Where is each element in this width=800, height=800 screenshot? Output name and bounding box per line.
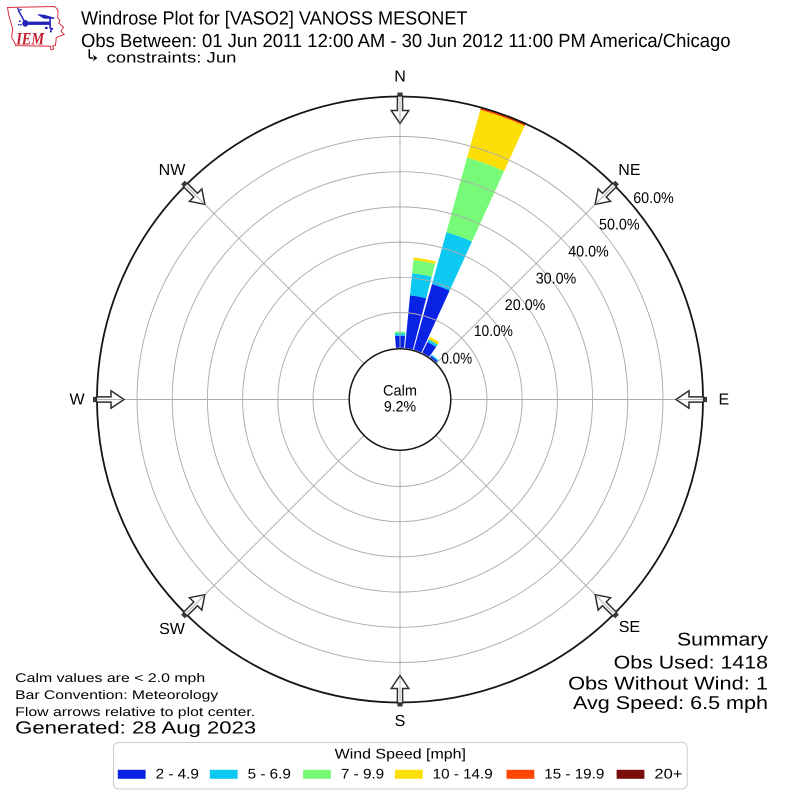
svg-text:E: E (718, 392, 729, 409)
svg-text:20.0%: 20.0% (505, 297, 546, 314)
svg-text:Obs Between: 01 Jun 2011 12:00: Obs Between: 01 Jun 2011 12:00 AM - 30 J… (81, 31, 731, 52)
svg-text:30.0%: 30.0% (536, 270, 577, 287)
svg-text:S: S (395, 713, 406, 730)
svg-text:NE: NE (618, 162, 640, 179)
svg-text:Avg Speed: 6.5 mph: Avg Speed: 6.5 mph (573, 692, 768, 713)
svg-text:40.0%: 40.0% (568, 243, 609, 260)
svg-text:50.0%: 50.0% (599, 217, 640, 234)
svg-text:15 - 19.9: 15 - 19.9 (544, 765, 604, 781)
svg-text:5 - 6.9: 5 - 6.9 (248, 765, 292, 781)
svg-text:NW: NW (159, 162, 187, 179)
svg-text:0.0%: 0.0% (441, 350, 472, 367)
svg-text:constraints: Jun: constraints: Jun (107, 50, 237, 67)
svg-text:Wind Speed [mph]: Wind Speed [mph] (335, 745, 466, 761)
svg-text:N: N (394, 68, 406, 85)
svg-text:9.2%: 9.2% (384, 398, 416, 415)
svg-text:Bar Convention: Meteorology: Bar Convention: Meteorology (15, 688, 219, 702)
svg-text:IEM: IEM (15, 28, 45, 48)
svg-text:W: W (69, 392, 85, 409)
svg-text:10.0%: 10.0% (474, 323, 513, 340)
svg-text:7 - 9.9: 7 - 9.9 (341, 765, 385, 781)
svg-text:60.0%: 60.0% (633, 190, 674, 207)
svg-text:Generated: 28 Aug 2023: Generated: 28 Aug 2023 (15, 718, 256, 738)
svg-text:Flow arrows relative to plot c: Flow arrows relative to plot center. (15, 705, 255, 719)
svg-text:10 - 14.9: 10 - 14.9 (433, 765, 493, 781)
svg-text:2 - 4.9: 2 - 4.9 (156, 765, 200, 781)
svg-text:Summary: Summary (677, 628, 769, 649)
svg-text:Obs Without Wind: 1: Obs Without Wind: 1 (568, 673, 768, 694)
svg-text:SE: SE (619, 619, 640, 636)
svg-text:SW: SW (159, 621, 186, 638)
svg-text:Calm: Calm (383, 383, 417, 400)
svg-text:Obs Used: 1418: Obs Used: 1418 (614, 652, 768, 673)
svg-text:Calm values are < 2.0 mph: Calm values are < 2.0 mph (15, 671, 205, 685)
svg-text:20+: 20+ (654, 765, 682, 781)
svg-text:Windrose Plot for [VASO2] VANO: Windrose Plot for [VASO2] VANOSS MESONET (81, 9, 468, 30)
